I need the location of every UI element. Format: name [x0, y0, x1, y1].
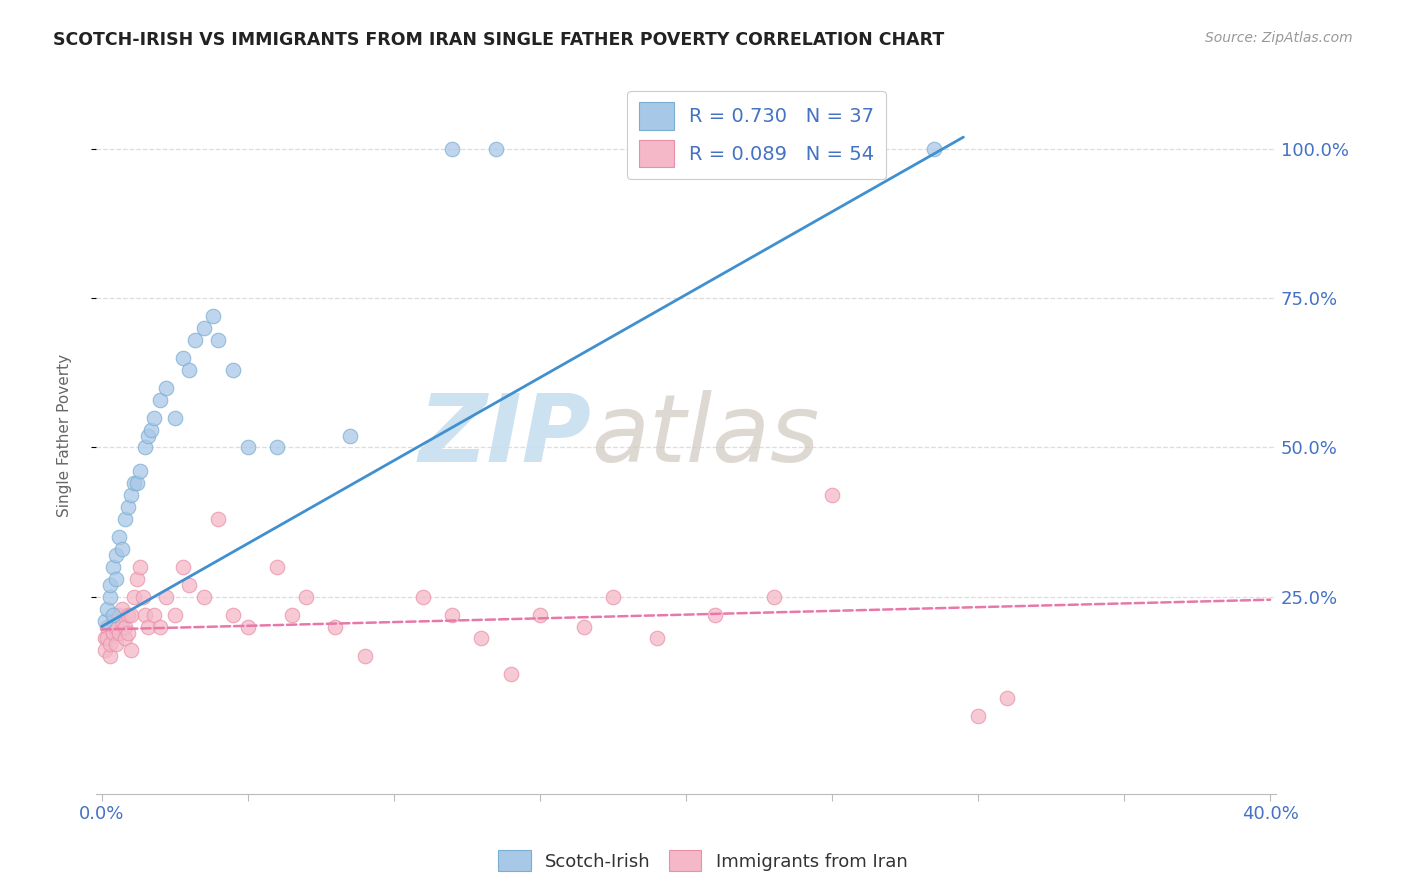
Point	[179, 578, 201, 592]
Point	[120, 607, 142, 622]
Point	[222, 363, 245, 377]
Point	[100, 578, 122, 592]
Point	[114, 512, 136, 526]
Point	[995, 691, 1018, 706]
Point	[93, 632, 115, 646]
Point	[821, 488, 844, 502]
Point	[120, 488, 142, 502]
Point	[93, 614, 115, 628]
Point	[155, 590, 177, 604]
Point	[96, 632, 118, 646]
Point	[762, 590, 785, 604]
Point	[100, 590, 122, 604]
Point	[108, 607, 131, 622]
Text: Source: ZipAtlas.com: Source: ZipAtlas.com	[1205, 31, 1353, 45]
Point	[103, 614, 125, 628]
Point	[105, 572, 128, 586]
Text: SCOTCH-IRISH VS IMMIGRANTS FROM IRAN SINGLE FATHER POVERTY CORRELATION CHART: SCOTCH-IRISH VS IMMIGRANTS FROM IRAN SIN…	[53, 31, 945, 49]
Point	[163, 607, 186, 622]
Point	[117, 500, 139, 515]
Point	[172, 351, 194, 365]
Point	[100, 649, 122, 664]
Point	[441, 142, 464, 156]
Point	[141, 423, 163, 437]
Point	[572, 619, 595, 633]
Point	[108, 530, 131, 544]
Point	[172, 560, 194, 574]
Point	[266, 441, 288, 455]
Point	[114, 632, 136, 646]
Point	[114, 619, 136, 633]
Point	[138, 428, 160, 442]
Point	[339, 428, 361, 442]
Point	[105, 548, 128, 562]
Point	[125, 572, 148, 586]
Point	[207, 512, 229, 526]
Point	[704, 607, 727, 622]
Point	[128, 464, 150, 478]
Point	[412, 590, 434, 604]
Point	[108, 625, 131, 640]
Point	[179, 363, 201, 377]
Point	[122, 476, 145, 491]
Point	[93, 643, 115, 657]
Point	[111, 614, 134, 628]
Point	[149, 392, 172, 407]
Point	[323, 619, 346, 633]
Point	[122, 590, 145, 604]
Point	[499, 667, 522, 681]
Point	[529, 607, 551, 622]
Point	[134, 607, 156, 622]
Point	[201, 309, 224, 323]
Point	[149, 619, 172, 633]
Point	[236, 619, 259, 633]
Point	[353, 649, 375, 664]
Point	[103, 607, 125, 622]
Point	[222, 607, 245, 622]
Point	[131, 590, 153, 604]
Text: atlas: atlas	[592, 390, 820, 481]
Point	[111, 541, 134, 556]
Point	[193, 590, 215, 604]
Point	[184, 333, 207, 347]
Point	[295, 590, 318, 604]
Point	[100, 637, 122, 651]
Point	[117, 625, 139, 640]
Point	[105, 619, 128, 633]
Point	[163, 410, 186, 425]
Point	[193, 321, 215, 335]
Point	[922, 142, 945, 156]
Point	[762, 142, 785, 156]
Point	[103, 625, 125, 640]
Point	[111, 601, 134, 615]
Point	[967, 709, 990, 723]
Point	[103, 560, 125, 574]
Text: ZIP: ZIP	[419, 390, 592, 482]
Point	[485, 142, 508, 156]
Point	[266, 560, 288, 574]
Point	[645, 632, 668, 646]
Point	[96, 619, 118, 633]
Y-axis label: Single Father Poverty: Single Father Poverty	[58, 354, 72, 517]
Point	[143, 410, 166, 425]
Point	[105, 637, 128, 651]
Point	[602, 590, 624, 604]
Point	[155, 381, 177, 395]
Point	[441, 607, 464, 622]
Point	[117, 607, 139, 622]
Point	[143, 607, 166, 622]
Point	[280, 607, 302, 622]
Point	[470, 632, 492, 646]
Point	[207, 333, 229, 347]
Point	[125, 476, 148, 491]
Point	[96, 601, 118, 615]
Point	[236, 441, 259, 455]
Legend: R = 0.730   N = 37, R = 0.089   N = 54: R = 0.730 N = 37, R = 0.089 N = 54	[627, 91, 886, 178]
Point	[138, 619, 160, 633]
Point	[134, 441, 156, 455]
Point	[128, 560, 150, 574]
Legend: Scotch-Irish, Immigrants from Iran: Scotch-Irish, Immigrants from Iran	[491, 843, 915, 879]
Point	[120, 643, 142, 657]
